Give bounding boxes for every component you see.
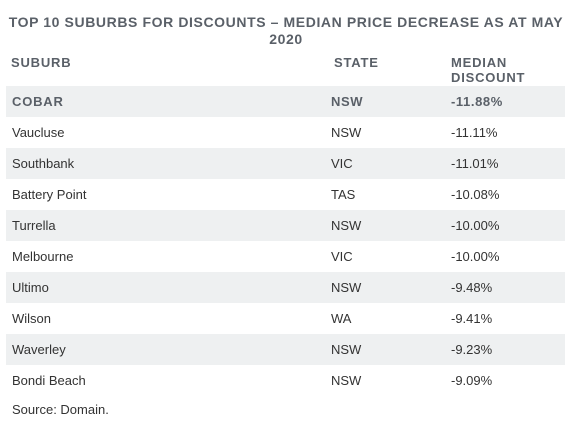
source-note: Source: Domain. bbox=[12, 402, 109, 417]
table-row: Southbank VIC -11.01% bbox=[6, 148, 565, 179]
cell-suburb: Melbourne bbox=[12, 249, 74, 264]
table-row: Waverley NSW -9.23% bbox=[6, 334, 565, 365]
table-row: Battery Point TAS -10.08% bbox=[6, 179, 565, 210]
column-header-median-discount: MEDIAN DISCOUNT bbox=[451, 55, 526, 85]
cell-state: NSW bbox=[331, 218, 362, 233]
cell-state: TAS bbox=[331, 187, 356, 202]
table-row: Melbourne VIC -10.00% bbox=[6, 241, 565, 272]
cell-suburb: Vaucluse bbox=[12, 125, 65, 140]
column-header-state: STATE bbox=[334, 55, 379, 70]
cell-discount: -9.09% bbox=[451, 373, 493, 388]
table-row: Vaucluse NSW -11.11% bbox=[6, 117, 565, 148]
cell-state: VIC bbox=[331, 249, 353, 264]
cell-discount: -9.48% bbox=[451, 280, 493, 295]
table-title: TOP 10 SUBURBS FOR DISCOUNTS – MEDIAN PR… bbox=[8, 14, 564, 47]
cell-discount: -11.11% bbox=[451, 125, 498, 140]
cell-state: VIC bbox=[331, 156, 353, 171]
cell-suburb: Wilson bbox=[12, 311, 52, 326]
cell-discount: -10.00% bbox=[451, 218, 500, 233]
cell-suburb: Battery Point bbox=[12, 187, 87, 202]
cell-state: NSW bbox=[331, 280, 362, 295]
cell-suburb: Ultimo bbox=[12, 280, 49, 295]
cell-state: NSW bbox=[331, 342, 362, 357]
table-row: Wilson WA -9.41% bbox=[6, 303, 565, 334]
cell-discount: -9.23% bbox=[451, 342, 493, 357]
table-row: Turrella NSW -10.00% bbox=[6, 210, 565, 241]
cell-suburb: Southbank bbox=[12, 156, 75, 171]
cell-suburb: Waverley bbox=[12, 342, 66, 357]
cell-suburb: Turrella bbox=[12, 218, 56, 233]
table-body: COBAR NSW -11.88% Vaucluse NSW -11.11% Southba… bbox=[6, 86, 565, 396]
cell-suburb: Bondi Beach bbox=[12, 373, 86, 388]
table-row: Ultimo NSW -9.48% bbox=[6, 272, 565, 303]
cell-state: NSW bbox=[331, 125, 362, 140]
column-header-suburb: SUBURB bbox=[11, 55, 72, 70]
cell-state: WA bbox=[331, 311, 352, 326]
cell-state: NSW bbox=[331, 94, 364, 109]
cell-state: NSW bbox=[331, 373, 362, 388]
cell-suburb: COBAR bbox=[12, 94, 64, 109]
table-row: Bondi Beach NSW -9.09% bbox=[6, 365, 565, 396]
cell-discount: -10.00% bbox=[451, 249, 500, 264]
cell-discount: -10.08% bbox=[451, 187, 500, 202]
cell-discount: -11.01% bbox=[451, 156, 499, 171]
cell-discount: -11.88% bbox=[451, 94, 503, 109]
cell-discount: -9.41% bbox=[451, 311, 493, 326]
table-row: COBAR NSW -11.88% bbox=[6, 86, 565, 117]
